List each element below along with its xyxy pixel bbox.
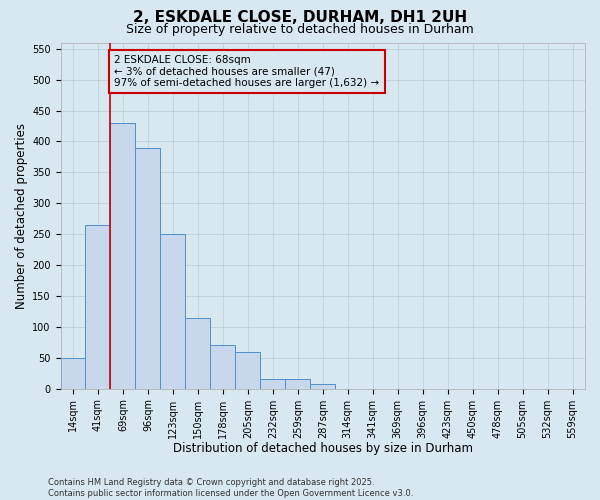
Bar: [211, 346, 235, 389]
Bar: [185, 318, 211, 388]
Text: Contains HM Land Registry data © Crown copyright and database right 2025.
Contai: Contains HM Land Registry data © Crown c…: [48, 478, 413, 498]
Bar: [310, 384, 335, 388]
Bar: [61, 358, 85, 388]
Bar: [160, 234, 185, 388]
Text: 2, ESKDALE CLOSE, DURHAM, DH1 2UH: 2, ESKDALE CLOSE, DURHAM, DH1 2UH: [133, 10, 467, 25]
Bar: [85, 225, 110, 388]
Bar: [235, 352, 260, 389]
Bar: [136, 148, 160, 388]
Text: Size of property relative to detached houses in Durham: Size of property relative to detached ho…: [126, 22, 474, 36]
X-axis label: Distribution of detached houses by size in Durham: Distribution of detached houses by size …: [173, 442, 473, 455]
Y-axis label: Number of detached properties: Number of detached properties: [15, 122, 28, 308]
Text: 2 ESKDALE CLOSE: 68sqm
← 3% of detached houses are smaller (47)
97% of semi-deta: 2 ESKDALE CLOSE: 68sqm ← 3% of detached …: [114, 55, 379, 88]
Bar: [110, 123, 136, 388]
Bar: [285, 380, 310, 388]
Bar: [260, 380, 285, 388]
